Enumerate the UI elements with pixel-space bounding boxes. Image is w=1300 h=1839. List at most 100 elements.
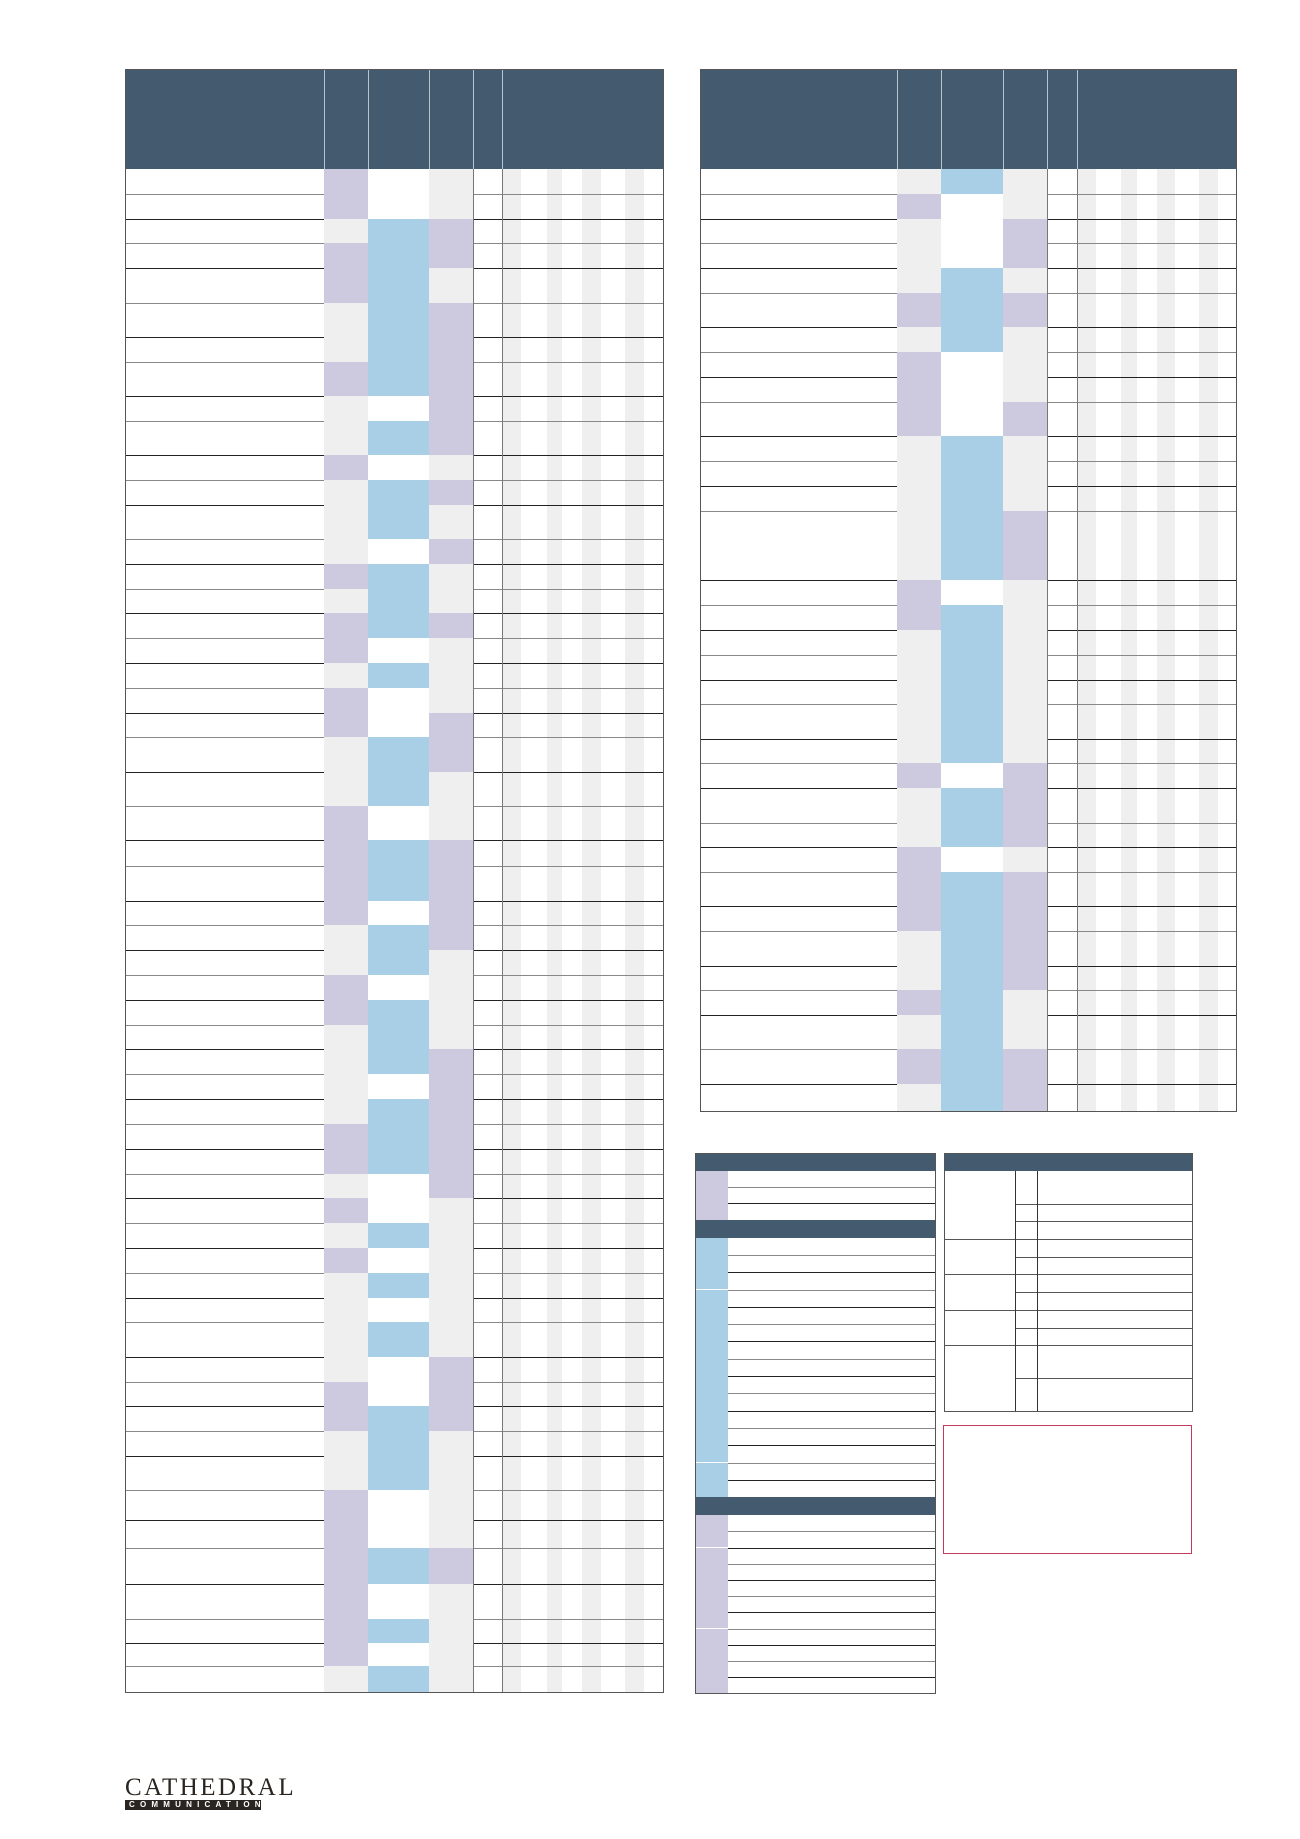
row-divider: [1015, 1204, 1192, 1205]
legend-swatch: [695, 1306, 728, 1325]
group-divider: [944, 1239, 1192, 1240]
left-cell: [324, 1298, 368, 1322]
left-cell: [429, 1406, 473, 1431]
left-cell: [368, 1643, 429, 1666]
left-cell: [324, 362, 368, 396]
left-cell: [429, 1025, 473, 1049]
left-cell: [429, 901, 473, 925]
row-divider: [695, 1596, 935, 1598]
row-divider: [695, 1306, 935, 1308]
right-cell: [897, 872, 941, 906]
left-cell: [368, 840, 429, 866]
left-cell: [429, 194, 473, 219]
column-stripe: [1199, 169, 1218, 1111]
legend-swatch: [695, 1515, 728, 1532]
left-cell: [324, 638, 368, 663]
right-cell: [1003, 906, 1047, 931]
left-cell: [429, 564, 473, 589]
legend-swatch: [695, 1171, 728, 1188]
right-cell: [897, 680, 941, 704]
right-cell: [1003, 243, 1047, 268]
left-cell: [429, 613, 473, 638]
left-header: [125, 69, 663, 169]
left-cell: [429, 337, 473, 362]
right-cell: [897, 580, 941, 605]
left-cell: [429, 975, 473, 1000]
left-cell: [324, 169, 368, 194]
left-cell: [368, 1431, 429, 1456]
left-cell: [368, 1174, 429, 1198]
legend-header: [944, 1153, 1192, 1171]
left-cell: [429, 1643, 473, 1666]
right-cell: [1003, 605, 1047, 630]
legend-swatch: [695, 1410, 728, 1428]
column-stripe: [1121, 169, 1137, 1111]
left-cell: [324, 950, 368, 975]
row-divider: [695, 1393, 935, 1395]
left-cell: [368, 772, 429, 806]
left-cell: [368, 1322, 429, 1357]
left-cell: [324, 1198, 368, 1223]
right-cell: [941, 655, 1003, 680]
left-cell: [324, 1248, 368, 1273]
left-cell: [429, 1520, 473, 1548]
row-divider: [695, 1612, 935, 1614]
right-cell: [897, 402, 941, 436]
right-cell: [897, 194, 941, 219]
left-cell: [368, 1248, 429, 1273]
legend-swatch: [695, 1358, 728, 1376]
right-cell: [897, 931, 941, 966]
left-cell: [429, 1619, 473, 1643]
row-divider: [695, 1531, 935, 1533]
right-cell: [1003, 402, 1047, 436]
logo-tagline: COMMUNICATIONS: [125, 1800, 271, 1810]
right-cell: [1003, 704, 1047, 739]
left-cell: [324, 396, 368, 421]
right-cell: [1003, 268, 1047, 293]
left-cell: [429, 1584, 473, 1619]
row-divider: [695, 1187, 935, 1189]
left-cell: [429, 1322, 473, 1357]
right-cell: [897, 461, 941, 486]
right-cell: [941, 763, 1003, 788]
right-cell: [897, 486, 941, 511]
left-cell: [324, 480, 368, 505]
right-cell: [897, 704, 941, 739]
right-cell: [1003, 1015, 1047, 1049]
right-cell: [941, 219, 1003, 243]
row-divider: [695, 1341, 935, 1343]
left-cell: [368, 243, 429, 268]
right-cell: [897, 990, 941, 1015]
row-divider: [695, 1427, 935, 1429]
left-cell: [368, 539, 429, 564]
left-cell: [368, 169, 429, 194]
right-cell: [1003, 580, 1047, 605]
right-cell: [897, 966, 941, 990]
left-cell: [429, 219, 473, 243]
column-stripe: [503, 169, 521, 1692]
legend-frame: [944, 1153, 1193, 1412]
right-cell: [1003, 219, 1047, 243]
right-cell: [1003, 169, 1047, 194]
legend-section-header: [695, 1497, 935, 1516]
right-cell: [897, 630, 941, 655]
legend-swatch: [695, 1677, 728, 1694]
left-cell: [368, 480, 429, 505]
left-cell: [324, 1322, 368, 1357]
right-cell: [941, 847, 1003, 872]
legend-swatch: [695, 1237, 728, 1255]
column-stripe: [625, 169, 644, 1692]
left-cell: [429, 663, 473, 688]
left-cell: [368, 362, 429, 396]
legend-swatch: [695, 1479, 728, 1498]
left-cell: [429, 866, 473, 901]
right-cell: [1003, 327, 1047, 352]
right-cell: [941, 630, 1003, 655]
left-cell: [324, 1382, 368, 1406]
right-cell: [1003, 739, 1047, 763]
left-cell: [368, 1666, 429, 1692]
right-cell: [941, 605, 1003, 630]
left-cell: [368, 1049, 429, 1074]
right-cell: [941, 739, 1003, 763]
left-cell: [324, 1049, 368, 1074]
